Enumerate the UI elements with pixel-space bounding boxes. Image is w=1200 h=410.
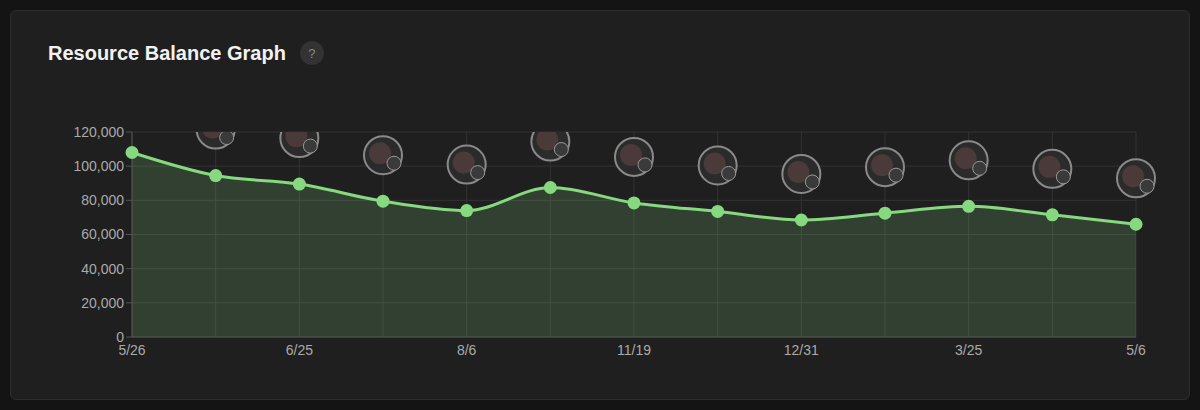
svg-text:0: 0 — [116, 329, 124, 345]
svg-text:20,000: 20,000 — [81, 295, 124, 311]
svg-text:100,000: 100,000 — [73, 158, 124, 174]
html-text:Resource Balance Graph: Resource Balance Graph — [48, 41, 286, 64]
svg-text:5/6: 5/6 — [1126, 342, 1146, 358]
svg-text:40,000: 40,000 — [81, 261, 124, 277]
svg-text:5/26: 5/26 — [118, 341, 146, 358]
svg-text:8/6: 8/6 — [457, 342, 477, 358]
svg-text:11/19: 11/19 — [617, 342, 651, 358]
svg-text:60,000: 60,000 — [81, 226, 124, 242]
svg-text:12/31: 12/31 — [784, 342, 819, 358]
svg-text:120,000: 120,000 — [73, 124, 124, 140]
svg-text:3/25: 3/25 — [955, 342, 982, 358]
svg-text:80,000: 80,000 — [81, 192, 124, 208]
svg-text:6/25: 6/25 — [286, 342, 313, 358]
